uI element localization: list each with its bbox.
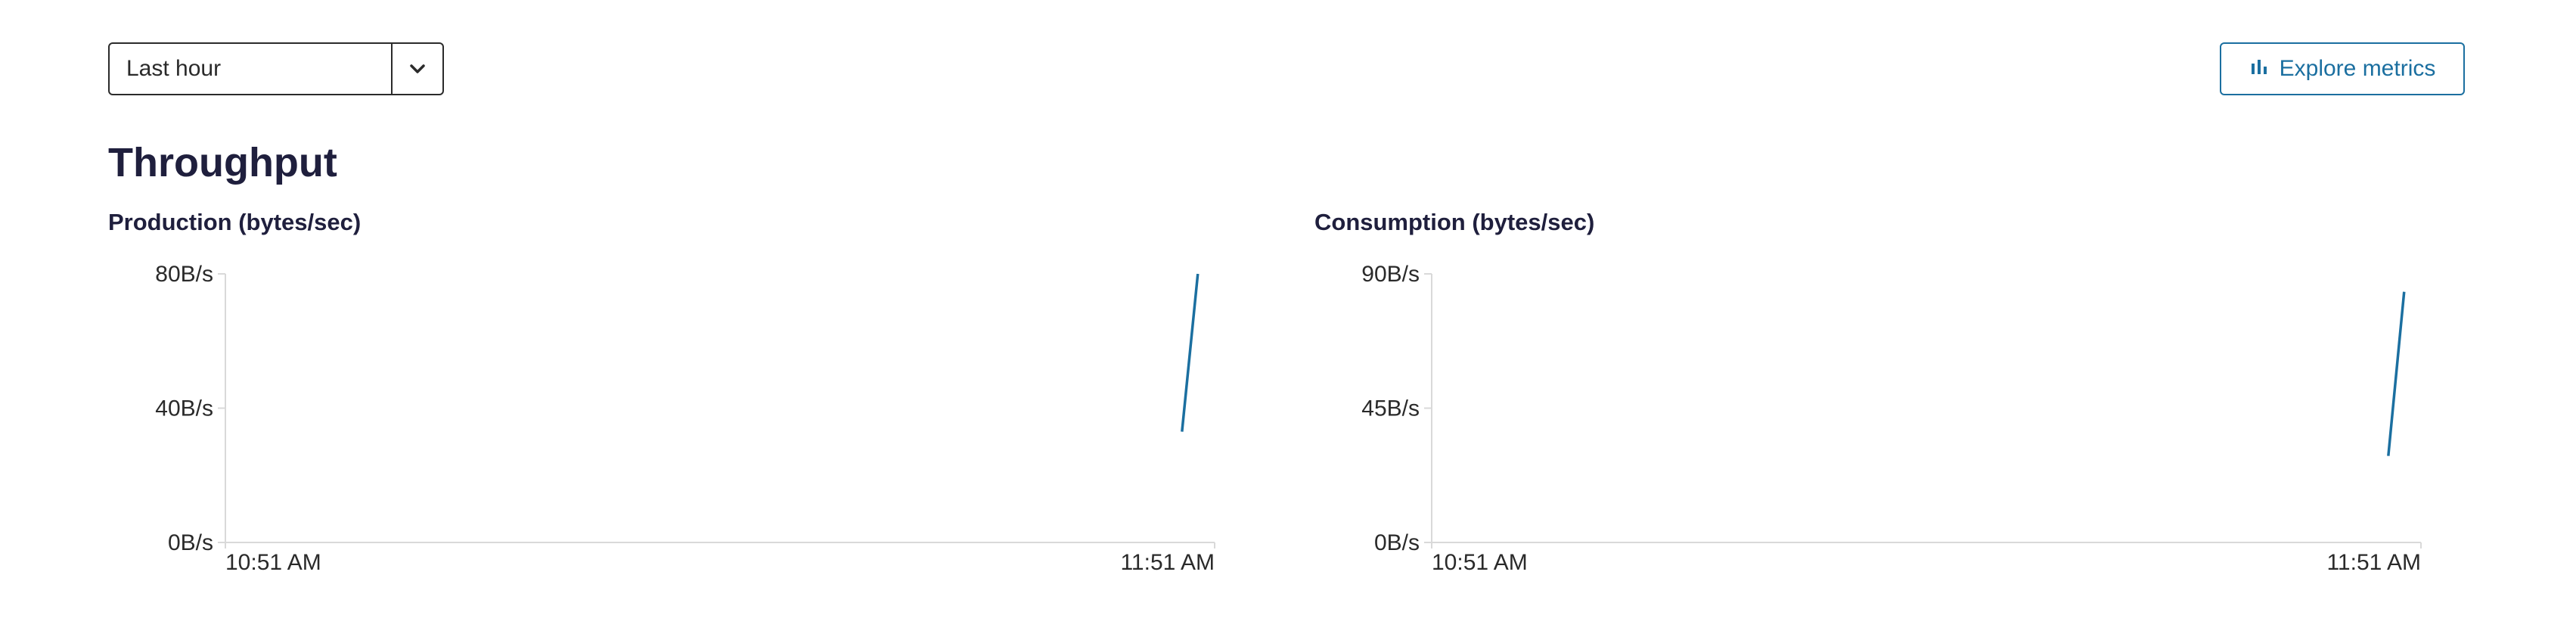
time-range-value: Last hour bbox=[110, 44, 393, 94]
explore-metrics-label: Explore metrics bbox=[2279, 56, 2436, 81]
x-tick-label: 11:51 AM bbox=[2326, 550, 2421, 575]
y-tick-label: 0B/s bbox=[168, 530, 213, 555]
production-chart-title: Production (bytes/sec) bbox=[108, 209, 362, 235]
explore-metrics-button[interactable]: Explore metrics bbox=[2220, 42, 2465, 95]
consumption-chart: 90B/s 45B/s 0B/s 10:51 AM 11:51 AM bbox=[1361, 262, 2422, 575]
page-title: Throughput bbox=[108, 140, 337, 185]
bar-chart-icon bbox=[2249, 56, 2269, 82]
series-line bbox=[1181, 273, 1200, 432]
consumption-chart-title: Consumption (bytes/sec) bbox=[1314, 209, 1595, 235]
x-tick-label: 10:51 AM bbox=[1432, 550, 1528, 575]
y-tick-label: 90B/s bbox=[1361, 262, 1420, 287]
y-tick-label: 45B/s bbox=[1361, 396, 1420, 421]
time-range-select[interactable]: Last hour bbox=[108, 42, 444, 95]
y-tick-label: 40B/s bbox=[155, 396, 213, 421]
x-tick-label: 10:51 AM bbox=[225, 550, 321, 575]
y-tick-label: 0B/s bbox=[1374, 530, 1420, 555]
x-tick-label: 11:51 AM bbox=[1120, 550, 1215, 575]
y-tick-label: 80B/s bbox=[155, 262, 213, 287]
series-line bbox=[2387, 291, 2406, 456]
chevron-down-icon[interactable] bbox=[393, 44, 442, 94]
production-chart: 80B/s 40B/s 0B/s 10:51 AM 11:51 AM bbox=[155, 262, 1215, 575]
